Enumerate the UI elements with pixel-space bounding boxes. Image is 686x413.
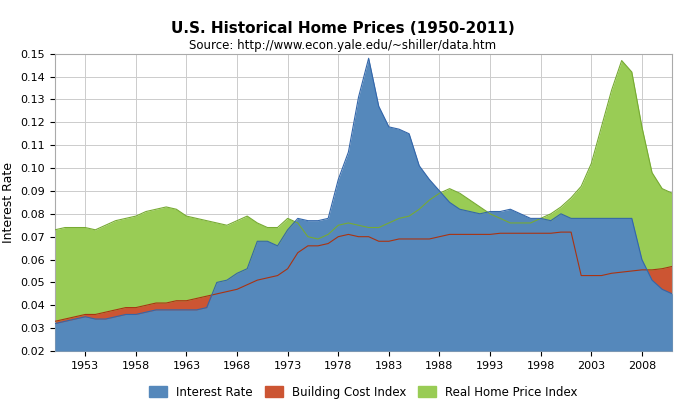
Text: U.S. Historical Home Prices (1950-2011): U.S. Historical Home Prices (1950-2011): [171, 21, 515, 36]
Text: Source: http://www.econ.yale.edu/~shiller/data.htm: Source: http://www.econ.yale.edu/~shille…: [189, 39, 497, 52]
Y-axis label: Interest Rate: Interest Rate: [2, 162, 15, 243]
Legend: Interest Rate, Building Cost Index, Real Home Price Index: Interest Rate, Building Cost Index, Real…: [150, 386, 578, 399]
